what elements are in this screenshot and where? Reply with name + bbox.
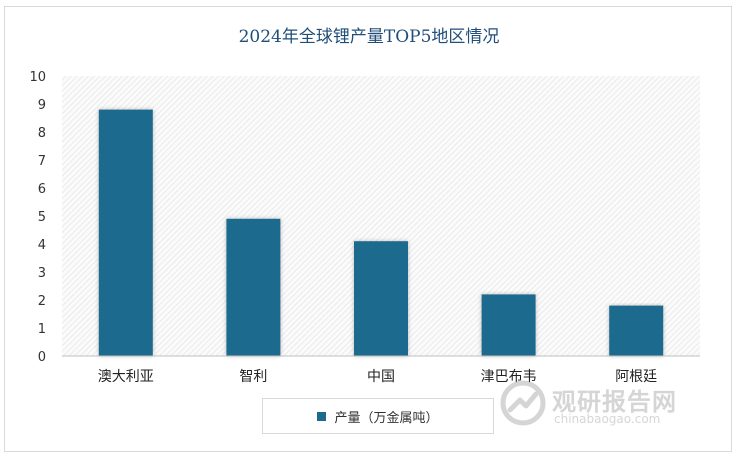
y-tick-label: 9 [38, 98, 46, 113]
x-tick-label: 智利 [239, 369, 267, 385]
bar-1 [98, 109, 153, 356]
y-tick-label: 3 [38, 266, 46, 281]
watermark-text-cn: 观研报告网 [552, 388, 677, 416]
y-tick-label: 6 [38, 182, 46, 197]
y-tick-label: 10 [29, 70, 46, 85]
watermark-text-en: chinabaogao.com [554, 412, 661, 426]
bar-5 [609, 305, 664, 356]
watermark-logo-icon [500, 380, 546, 426]
y-tick-label: 0 [38, 350, 46, 365]
bar-2 [226, 218, 281, 356]
legend: 产量（万金属吨） [262, 398, 494, 434]
x-tick-label: 澳大利亚 [98, 369, 154, 385]
x-tick-label: 中国 [367, 369, 395, 385]
bar-4 [481, 294, 536, 356]
bar-3 [354, 241, 408, 356]
y-tick-label: 5 [38, 210, 46, 225]
chart-title: 2024年全球锂产量TOP5地区情况 [238, 27, 500, 47]
watermark: 观研报告网 chinabaogao.com [500, 380, 700, 430]
y-tick-label: 7 [38, 154, 46, 169]
legend-label: 产量（万金属吨） [334, 410, 439, 426]
y-tick-label: 8 [38, 126, 46, 141]
x-tick-label: 阿根廷 [615, 369, 657, 385]
y-tick-label: 1 [38, 322, 46, 337]
y-tick-label: 4 [38, 238, 46, 253]
x-tick-label: 津巴布韦 [481, 369, 537, 385]
y-tick-label: 2 [38, 294, 46, 309]
legend-swatch [317, 411, 327, 421]
